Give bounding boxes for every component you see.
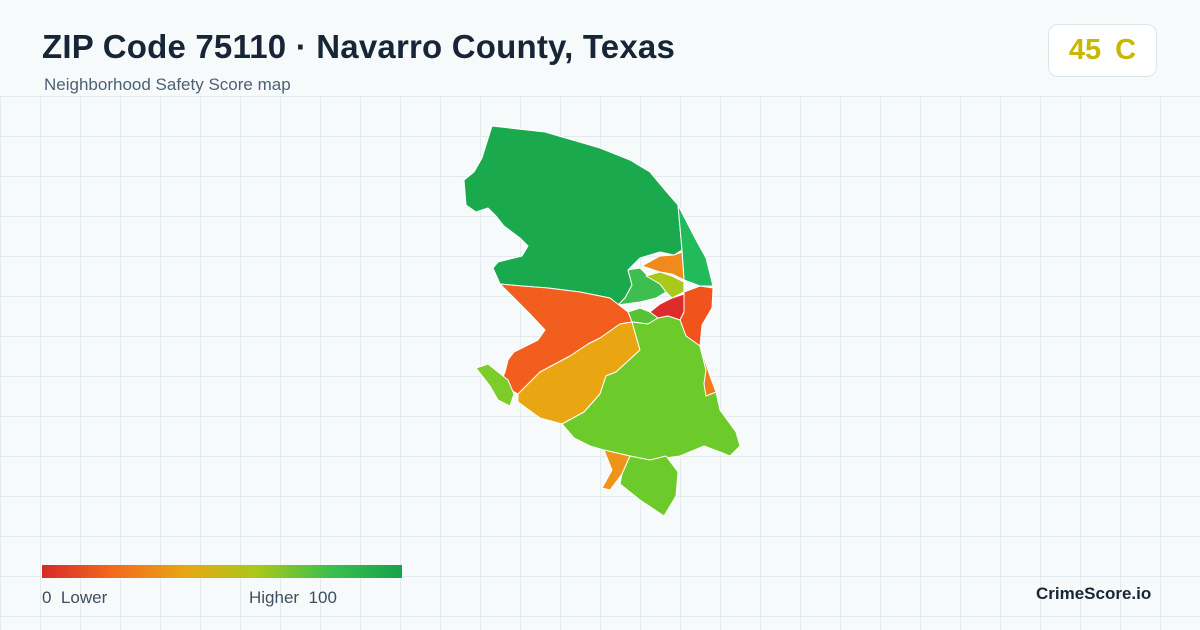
- legend-low-text: Lower: [60, 588, 108, 607]
- page-title: ZIP Code 75110 · Navarro County, Texas: [42, 28, 676, 65]
- page-subtitle: Neighborhood Safety Score map: [44, 75, 291, 94]
- legend-low-label: 0 Lower: [42, 588, 107, 608]
- south-green-region[interactable]: [561, 315, 741, 461]
- legend-high-value: 100: [308, 588, 337, 607]
- legend-gradient-bar: [42, 565, 402, 578]
- legend-high-label: Higher 100: [249, 588, 337, 608]
- west-small-green-region[interactable]: [475, 363, 515, 407]
- score-grade: C: [1115, 34, 1137, 66]
- legend-low-value: 0: [42, 588, 52, 607]
- east-orange-red-region[interactable]: [679, 285, 714, 347]
- south-green-tip-region[interactable]: [619, 455, 679, 517]
- southeast-orange-sliver-region[interactable]: [699, 345, 717, 397]
- score-value: 45: [1068, 34, 1102, 66]
- score-badge: 45 C: [1048, 24, 1157, 77]
- legend-high-text: Higher: [249, 588, 300, 607]
- brand-logo-text[interactable]: CrimeScore.io: [1036, 584, 1152, 603]
- central-north-small-region[interactable]: [617, 267, 667, 306]
